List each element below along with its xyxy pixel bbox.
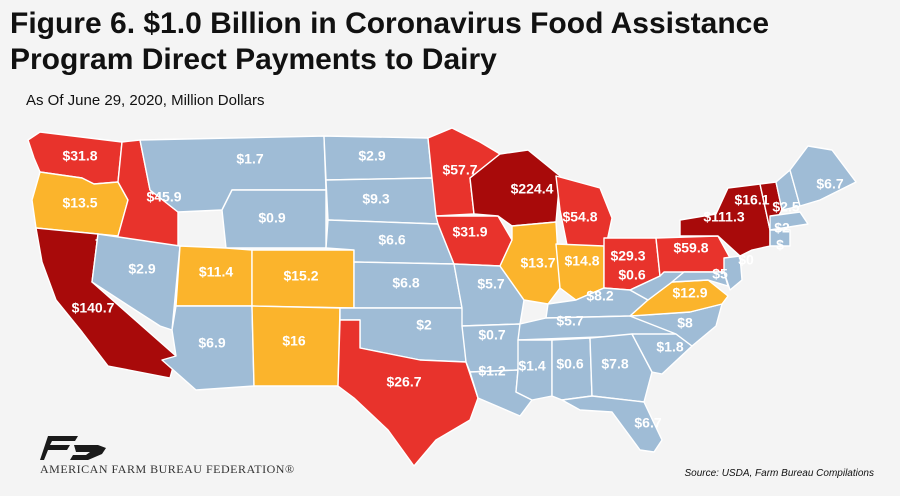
state-MD [671, 271, 729, 287]
state-ME [789, 145, 857, 207]
state-SC [631, 333, 693, 375]
value-label-IN: $14.8 [564, 253, 599, 269]
value-label-ME: $6.7 [816, 176, 843, 192]
state-WY [221, 189, 327, 249]
value-label-NY: $111.3 [703, 209, 744, 225]
value-label-KY: $8.2 [586, 288, 613, 304]
page-title: Figure 6. $1.0 Billion in Coronavirus Fo… [10, 7, 770, 76]
map-subtitle: As Of June 29, 2020, Million Dollars [26, 92, 265, 109]
value-label-NC: $8 [677, 315, 693, 331]
value-label-WY: $0.9 [258, 210, 285, 226]
value-label-IA: $31.9 [452, 224, 487, 240]
value-label-TX: $26.7 [386, 374, 421, 390]
state-CT [769, 229, 791, 247]
value-label-FL: $6.7 [634, 415, 661, 431]
value-label-NM: $16 [282, 333, 306, 349]
state-GA [589, 333, 653, 403]
value-label-OK: $2 [416, 317, 432, 333]
value-label-AR: $0.7 [478, 327, 505, 343]
state-MA [769, 211, 809, 231]
organization-name: AMERICAN FARM BUREAU FEDERATION® [40, 462, 295, 476]
value-label-GA: $7.8 [601, 356, 628, 372]
value-label-OR: $13.5 [62, 195, 97, 211]
value-label-IL: $13.7 [520, 255, 555, 271]
value-label-MS: $1.4 [518, 358, 545, 374]
value-label-CA: $140.7 [72, 300, 115, 316]
value-label-SC: $1.8 [656, 339, 683, 355]
source-note: Source: USDA, Farm Bureau Compilations [684, 468, 874, 479]
state-FL [561, 395, 663, 453]
value-label-MD: $5 [712, 266, 728, 282]
value-label-WI: $224.4 [511, 181, 554, 197]
value-label-NE: $6.6 [378, 232, 405, 248]
value-label-TN: $5.7 [556, 313, 583, 329]
value-label-AZ: $6.9 [198, 335, 225, 351]
state-IL [499, 221, 561, 305]
value-label-MT: $1.7 [236, 151, 263, 167]
value-label-MI: $54.8 [562, 209, 597, 225]
state-NV [91, 233, 181, 331]
state-TX [337, 319, 479, 467]
value-label-CO: $15.2 [283, 268, 318, 284]
value-label-WA: $31.8 [62, 148, 97, 164]
value-label-WV: $0.6 [618, 267, 645, 283]
value-label-CT: $ [776, 237, 784, 253]
value-label-KS: $6.8 [392, 275, 419, 291]
value-label-VT: $16.1 [734, 192, 769, 208]
value-label-NH: $2.5 [772, 199, 799, 215]
value-label-MO: $5.7 [477, 276, 504, 292]
value-label-LA: $1.2 [478, 363, 505, 379]
value-label-ND: $2.9 [358, 148, 385, 164]
logo-text: FB [84, 441, 85, 442]
value-label-UT: $11.4 [199, 264, 233, 280]
farm-bureau-logo-icon: FB [40, 436, 106, 460]
value-label-MA: $2 [774, 220, 790, 236]
value-label-OH: $29.3 [610, 248, 645, 264]
value-label-ID: $45.9 [146, 189, 181, 205]
value-label-PA: $59.8 [673, 240, 708, 256]
value-label-VA: $12.9 [672, 285, 707, 301]
value-label-SD: $9.3 [362, 191, 389, 207]
value-label-NJ: $0 [738, 252, 754, 268]
value-label-AL: $0.6 [556, 356, 583, 372]
value-label-NV: $2.9 [128, 261, 155, 277]
value-label-MN: $57.7 [442, 162, 477, 178]
state-NJ [723, 255, 743, 291]
